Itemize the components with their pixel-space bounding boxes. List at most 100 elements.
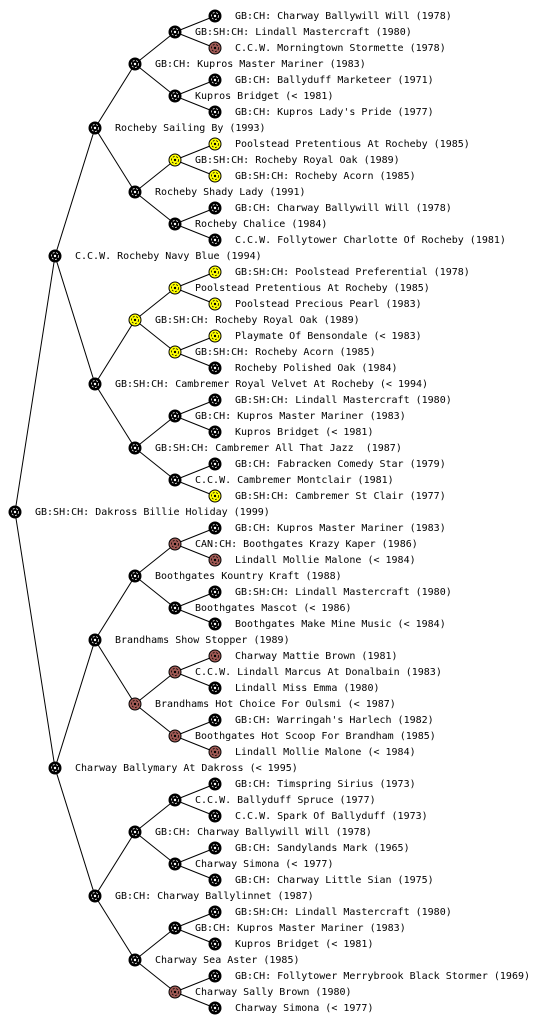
node: Rocheby Shady Lady (1991) — [128, 185, 306, 199]
node-dot — [13, 510, 17, 514]
node: Kupros Bridget (< 1981) — [208, 425, 373, 439]
node-ring — [171, 348, 179, 356]
node: C.C.W. Rocheby Navy Blue (1994) — [48, 249, 262, 263]
node-dot — [213, 46, 217, 50]
edge — [174, 31, 216, 49]
node: Poolstead Precious Pearl (1983) — [208, 297, 422, 311]
edge — [174, 335, 216, 353]
node-ring — [131, 316, 139, 324]
edge — [94, 383, 136, 449]
node-label: Brandhams Show Stopper (1989) — [115, 635, 290, 646]
node-ring — [171, 860, 179, 868]
node-dot — [173, 606, 177, 610]
node-ring — [131, 444, 139, 452]
node-dot — [213, 1006, 217, 1010]
node: Brandhams Hot Choice For Oulsmi (< 1987) — [128, 697, 396, 711]
node: GB:CH: Charway Ballywill Will (1978) — [208, 9, 452, 23]
node-label: Playmate Of Bensondale (< 1983) — [235, 331, 422, 342]
node-label: Rocheby Polished Oak (1984) — [235, 363, 398, 374]
edge — [94, 575, 136, 641]
node-ring — [171, 476, 179, 484]
node-dot — [173, 542, 177, 546]
node-dot — [173, 670, 177, 674]
node-dot — [213, 78, 217, 82]
node-label: Kupros Bridget (< 1981) — [235, 427, 373, 438]
node: Rocheby Sailing By (1993) — [88, 121, 266, 135]
node-ring — [211, 396, 219, 404]
node-ring — [211, 12, 219, 20]
node-ring — [211, 300, 219, 308]
node: GB:SH:CH: Cambremer All That Jazz (1987) — [128, 441, 402, 455]
node: Playmate Of Bensondale (< 1983) — [208, 329, 422, 343]
node: Poolstead Pretentious At Rocheby (1985) — [168, 281, 430, 295]
edge — [134, 927, 176, 961]
node-ring — [91, 636, 99, 644]
node: GB:CH: Sandylands Mark (1965) — [208, 841, 410, 855]
node-dot — [213, 494, 217, 498]
node-dot — [213, 750, 217, 754]
node-dot — [173, 30, 177, 34]
node: C.C.W. Morningtown Stormette (1978) — [208, 41, 446, 55]
node: GB:SH:CH: Cambremer St Clair (1977) — [208, 489, 446, 503]
node-dot — [213, 110, 217, 114]
node: GB:SH:CH: Lindall Mastercraft (1980) — [208, 905, 452, 919]
node-label: Boothgates Mascot (< 1986) — [195, 603, 352, 614]
node-ring — [211, 716, 219, 724]
node-dot — [213, 622, 217, 626]
edge — [174, 223, 216, 241]
node: GB:CH: Charway Ballywill Will (1978) — [128, 825, 372, 839]
node-dot — [93, 638, 97, 642]
node-dot — [53, 766, 57, 770]
node-ring — [211, 172, 219, 180]
node: Rocheby Polished Oak (1984) — [208, 361, 398, 375]
edge — [174, 783, 216, 801]
node-dot — [213, 398, 217, 402]
node-dot — [213, 558, 217, 562]
node-label: C.C.W. Morningtown Stormette (1978) — [235, 43, 446, 54]
node-ring — [91, 124, 99, 132]
node: CAN:CH: Boothgates Krazy Kaper (1986) — [168, 537, 418, 551]
node-label: GB:CH: Charway Ballywill Will (1978) — [235, 11, 452, 22]
edge — [134, 31, 176, 65]
edge — [134, 63, 176, 97]
node-ring — [211, 492, 219, 500]
node-ring — [211, 780, 219, 788]
node-ring — [171, 924, 179, 932]
node: GB:SH:CH: Lindall Mastercraft (1980) — [208, 393, 452, 407]
node-dot — [173, 862, 177, 866]
node: Boothgates Hot Scoop For Brandham (1985) — [168, 729, 436, 743]
node-label: Boothgates Kountry Kraft (1988) — [155, 571, 342, 582]
node-dot — [213, 334, 217, 338]
node-ring — [171, 156, 179, 164]
node-ring — [171, 284, 179, 292]
edge — [134, 831, 176, 865]
node-label: Charway Simona (< 1977) — [235, 1003, 373, 1014]
node-ring — [211, 332, 219, 340]
node: GB:CH: Kupros Master Mariner (1983) — [168, 921, 406, 935]
node-label: GB:CH: Timspring Sirius (1973) — [235, 779, 416, 790]
node: GB:SH:CH: Rocheby Acorn (1985) — [208, 169, 416, 183]
edge — [174, 463, 216, 481]
node-dot — [173, 414, 177, 418]
edge — [174, 975, 216, 993]
node-label: CAN:CH: Boothgates Krazy Kaper (1986) — [195, 539, 418, 550]
node: GB:CH: Ballyduff Marketeer (1971) — [208, 73, 434, 87]
node-label: GB:SH:CH: Dakross Billie Holiday (1999) — [35, 507, 270, 518]
node-label: GB:CH: Ballyduff Marketeer (1971) — [235, 75, 434, 86]
node-dot — [213, 590, 217, 594]
node: GB:CH: Charway Ballylinnet (1987) — [88, 889, 314, 903]
node-ring — [171, 604, 179, 612]
node-dot — [213, 206, 217, 210]
node: GB:SH:CH: Poolstead Preferential (1978) — [208, 265, 470, 279]
node: Lindall Miss Emma (1980) — [208, 681, 380, 695]
node-ring — [211, 236, 219, 244]
node-dot — [213, 686, 217, 690]
edge — [54, 255, 96, 385]
node-label: Poolstead Precious Pearl (1983) — [235, 299, 422, 310]
node: Brandhams Show Stopper (1989) — [88, 633, 290, 647]
node-label: C.C.W. Lindall Marcus At Donalbain (1983… — [195, 667, 442, 678]
edge — [174, 991, 216, 1009]
node: GB:SH:CH: Rocheby Royal Oak (1989) — [168, 153, 400, 167]
node-label: GB:CH: Kupros Master Mariner (1983) — [155, 59, 366, 70]
